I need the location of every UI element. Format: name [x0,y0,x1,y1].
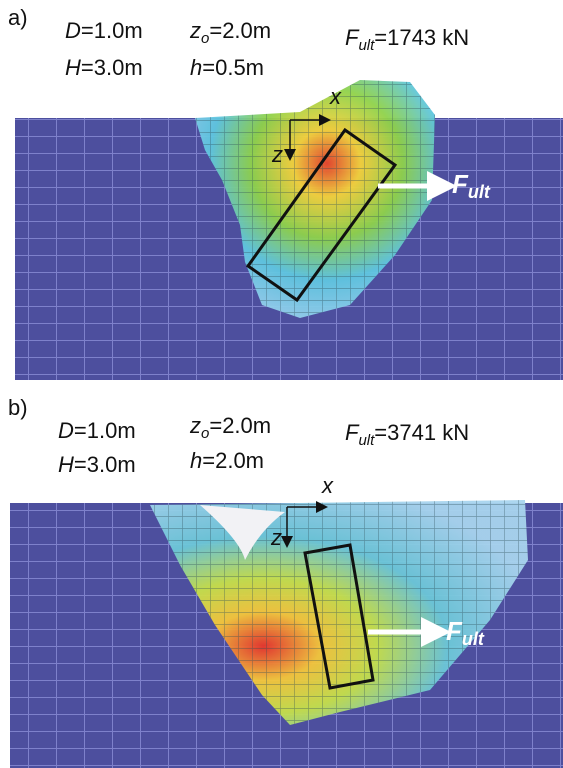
subscript: o [201,30,209,47]
symbol: z [189,18,201,43]
value: =2.0m [209,18,271,43]
symbol: H [65,55,81,80]
parameter: H=3.0m [58,452,136,477]
subscript: ult [358,37,375,54]
symbol: z [189,413,201,438]
symbol: D [65,18,81,43]
value: =1743 kN [374,25,469,50]
symbol: F [345,420,360,445]
symbol: F [452,169,469,199]
parameter: D=1.0m [65,18,143,43]
value: =3.0m [81,55,143,80]
z-axis-label: z [270,525,282,550]
subscript: ult [468,182,491,202]
value: =2.0m [202,448,264,473]
value: =3.0m [74,452,136,477]
force-arrow-label: Fult [446,616,485,649]
panel-label: a) [8,5,28,30]
force-arrow-label: Fult [452,169,491,202]
x-axis-label: x [321,473,334,498]
value: =2.0m [209,413,271,438]
value: =1.0m [74,418,136,443]
subscript: ult [462,629,485,649]
parameter: H=3.0m [65,55,143,80]
ultimate-force: Fult=3741 kN [345,420,469,449]
ultimate-force: Fult=1743 kN [345,25,469,54]
panel-label: b) [8,395,28,420]
symbol: H [58,452,74,477]
symbol: h [190,448,202,473]
panel-a-mesh [15,80,563,380]
value: =0.5m [202,55,264,80]
symbol: F [345,25,360,50]
parameter: D=1.0m [58,418,136,443]
x-axis-label: x [329,84,342,109]
subscript: ult [358,432,375,449]
parameter: h=2.0m [190,448,264,473]
value: =3741 kN [374,420,469,445]
value: =1.0m [81,18,143,43]
symbol: F [446,616,463,646]
subscript: o [201,425,209,442]
symbol: D [58,418,74,443]
parameter: zo=2.0m [189,413,271,442]
parameter: zo=2.0m [189,18,271,47]
symbol: h [190,55,202,80]
z-axis-label: z [271,142,283,167]
parameter: h=0.5m [190,55,264,80]
